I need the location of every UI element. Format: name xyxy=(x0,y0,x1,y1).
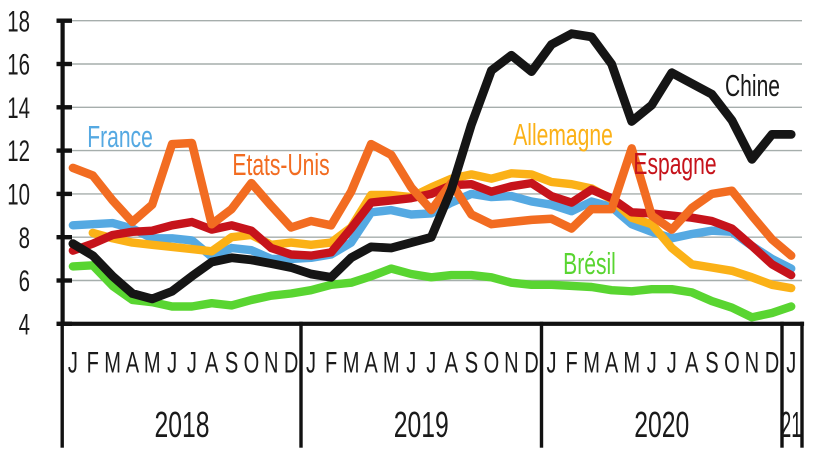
svg-text:J: J xyxy=(187,347,197,380)
svg-text:D: D xyxy=(765,347,779,380)
svg-text:M: M xyxy=(343,347,360,380)
svg-text:S: S xyxy=(705,347,718,380)
svg-text:4: 4 xyxy=(19,309,30,342)
svg-text:A: A xyxy=(364,347,378,380)
svg-text:A: A xyxy=(126,347,140,380)
svg-text:D: D xyxy=(284,347,298,380)
svg-text:J: J xyxy=(406,347,416,380)
svg-text:France: France xyxy=(87,119,153,154)
svg-text:F: F xyxy=(565,347,577,380)
svg-text:M: M xyxy=(144,347,161,380)
svg-text:J: J xyxy=(167,347,177,380)
svg-text:J: J xyxy=(306,347,316,380)
svg-text:S: S xyxy=(465,347,478,380)
svg-text:J: J xyxy=(647,347,657,380)
svg-text:O: O xyxy=(484,347,500,380)
svg-text:F: F xyxy=(87,347,99,380)
svg-text:S: S xyxy=(225,347,238,380)
svg-text:2020: 2020 xyxy=(634,404,689,445)
svg-text:O: O xyxy=(724,347,740,380)
svg-text:Espagne: Espagne xyxy=(633,146,716,181)
svg-text:J: J xyxy=(546,347,556,380)
svg-text:N: N xyxy=(264,347,278,380)
svg-text:16: 16 xyxy=(7,49,30,82)
svg-text:2019: 2019 xyxy=(394,404,449,445)
svg-text:8: 8 xyxy=(19,222,30,255)
svg-text:21: 21 xyxy=(781,404,802,445)
svg-text:Chine: Chine xyxy=(725,68,780,103)
svg-text:A: A xyxy=(605,347,619,380)
svg-text:J: J xyxy=(786,347,796,380)
svg-text:12: 12 xyxy=(7,135,30,168)
svg-text:A: A xyxy=(205,347,219,380)
svg-text:F: F xyxy=(325,347,337,380)
svg-text:18: 18 xyxy=(7,6,30,39)
svg-text:D: D xyxy=(524,347,538,380)
svg-text:14: 14 xyxy=(7,92,30,125)
svg-text:Etats-Unis: Etats-Unis xyxy=(232,147,329,182)
svg-text:6: 6 xyxy=(19,265,30,298)
svg-text:N: N xyxy=(504,347,518,380)
svg-text:J: J xyxy=(667,347,677,380)
svg-text:M: M xyxy=(383,347,400,380)
svg-text:A: A xyxy=(685,347,699,380)
svg-text:M: M xyxy=(583,347,600,380)
svg-text:10: 10 xyxy=(7,179,30,212)
svg-text:Brésil: Brésil xyxy=(563,246,616,281)
svg-text:M: M xyxy=(623,347,640,380)
svg-text:Allemagne: Allemagne xyxy=(513,117,613,152)
svg-text:M: M xyxy=(104,347,121,380)
svg-text:N: N xyxy=(745,347,759,380)
svg-text:2018: 2018 xyxy=(155,404,210,445)
svg-text:O: O xyxy=(244,347,260,380)
svg-text:J: J xyxy=(68,347,78,380)
svg-text:J: J xyxy=(426,347,436,380)
svg-text:A: A xyxy=(445,347,459,380)
